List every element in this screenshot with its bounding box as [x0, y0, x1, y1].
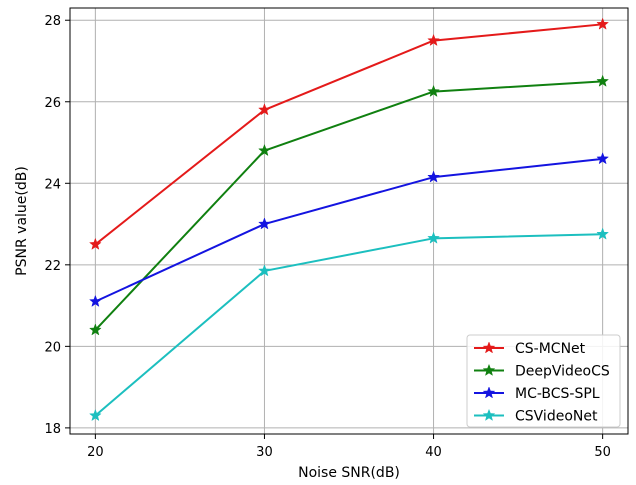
x-tick-label: 50: [594, 445, 611, 460]
series-group: [88, 17, 610, 422]
legend-star-marker: [482, 363, 496, 376]
legend: CS-MCNet DeepVideoCS MC-BCS-SPL CSVideoNet: [466, 334, 621, 428]
y-tick-label: 24: [44, 177, 61, 192]
data-point-star-marker: [427, 231, 440, 244]
data-point-star-marker: [427, 170, 440, 183]
series-deepvideocs: [88, 74, 610, 336]
data-point-star-marker: [427, 84, 440, 97]
y-tick-label: 26: [44, 96, 61, 111]
legend-star-marker: [482, 408, 496, 421]
x-tick-label: 40: [425, 445, 442, 460]
x-axis-label: Noise SNR(dB): [298, 465, 400, 481]
data-point-star-marker: [258, 217, 271, 230]
series-line: [94, 80, 603, 331]
data-point-star-marker: [88, 408, 102, 422]
series-line: [94, 157, 603, 303]
data-point-star-marker: [88, 323, 102, 336]
legend-entry: DeepVideoCS: [474, 364, 610, 380]
data-point-star-marker: [596, 17, 610, 30]
data-point-star-marker: [427, 33, 440, 47]
y-axis-label: PSNR value(dB): [14, 166, 30, 276]
series-csvideonet: [88, 227, 610, 422]
data-point-star-marker: [258, 264, 271, 277]
data-point-star-marker: [596, 74, 610, 87]
data-point-star-marker: [258, 143, 271, 157]
y-tick-label: 18: [44, 422, 61, 437]
series-mc-bcs-spl: [88, 152, 610, 307]
legend-entry: CSVideoNet: [474, 409, 598, 425]
x-tick-label: 20: [87, 445, 104, 460]
data-point-star-marker: [88, 294, 102, 307]
legend-label: DeepVideoCS: [515, 364, 610, 380]
legend-box: [466, 334, 621, 428]
data-point-star-marker: [258, 103, 271, 116]
series-line: [94, 233, 603, 417]
y-tick-label: 22: [44, 259, 61, 274]
legend-star-marker: [482, 386, 496, 399]
data-point-star-marker: [596, 227, 610, 240]
series-cs-mcnet: [88, 17, 610, 250]
y-tick-label: 28: [44, 14, 61, 29]
data-point-star-marker: [88, 237, 102, 250]
legend-label: CS-MCNet: [515, 341, 586, 357]
legend-label: CSVideoNet: [515, 409, 598, 425]
legend-label: MC-BCS-SPL: [515, 386, 600, 402]
axis-ticks: 20 30 40 50 18 20 22 24 26 28: [44, 14, 610, 460]
plot-frame: [69, 7, 629, 435]
legend-entry: MC-BCS-SPL: [474, 386, 600, 402]
legend-star-marker: [482, 341, 496, 354]
data-point-star-marker: [596, 152, 610, 165]
y-tick-label: 20: [44, 340, 61, 355]
x-tick-label: 30: [256, 445, 273, 460]
legend-entry: CS-MCNet: [474, 341, 586, 357]
grid-lines: [70, 8, 628, 434]
series-line: [94, 23, 603, 246]
